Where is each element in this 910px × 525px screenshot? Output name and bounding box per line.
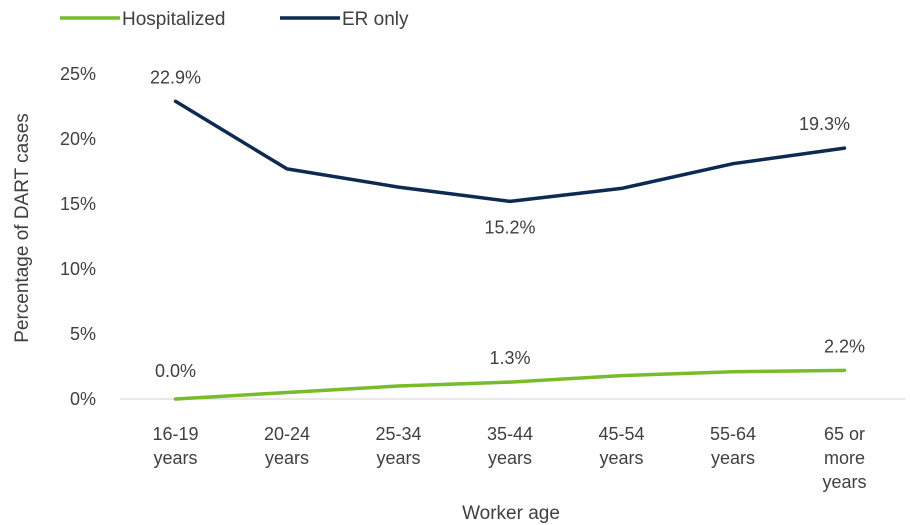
- x-tick-label: 20-24 years: [264, 424, 310, 468]
- y-tick-label: 25%: [60, 64, 96, 84]
- x-tick-label: 16-19 years: [152, 424, 198, 468]
- y-tick-label: 15%: [60, 194, 96, 214]
- y-tick-label: 0%: [70, 389, 96, 409]
- legend-label: ER only: [342, 9, 409, 30]
- series-line-er-only: [173, 99, 847, 204]
- x-axis-ticks: 16-19 years 20-24 years 25-34 years 35-44 years…: [152, 424, 866, 492]
- series-line-hospitalized: [173, 368, 847, 401]
- y-tick-label: 20%: [60, 129, 96, 149]
- x-axis-title: Worker age: [462, 503, 560, 524]
- data-label: 15.2%: [484, 217, 535, 237]
- data-label: 19.3%: [799, 114, 850, 134]
- x-tick-label: 65 or more years: [822, 424, 866, 492]
- y-tick-label: 10%: [60, 259, 96, 279]
- x-tick-label: 45-54 years: [598, 424, 644, 468]
- legend-label: Hospitalized: [122, 9, 226, 30]
- legend: Hospitalized ER only: [60, 9, 409, 30]
- data-label: 2.2%: [824, 336, 865, 356]
- data-label: 22.9%: [150, 67, 201, 87]
- series-lines: [173, 99, 847, 401]
- x-tick-label: 35-44 years: [487, 424, 533, 468]
- y-axis-ticks: 0% 5% 10% 15% 20% 25%: [60, 64, 96, 409]
- y-tick-label: 5%: [70, 324, 96, 344]
- x-tick-label: 55-64 years: [710, 424, 756, 468]
- data-label: 1.3%: [489, 348, 530, 368]
- x-tick-label: 25-34 years: [375, 424, 421, 468]
- data-label: 0.0%: [155, 361, 196, 381]
- y-axis-title: Percentage of DART cases: [12, 113, 33, 343]
- data-labels: 0.0% 1.3% 2.2% 22.9% 15.2% 19.3%: [150, 67, 865, 381]
